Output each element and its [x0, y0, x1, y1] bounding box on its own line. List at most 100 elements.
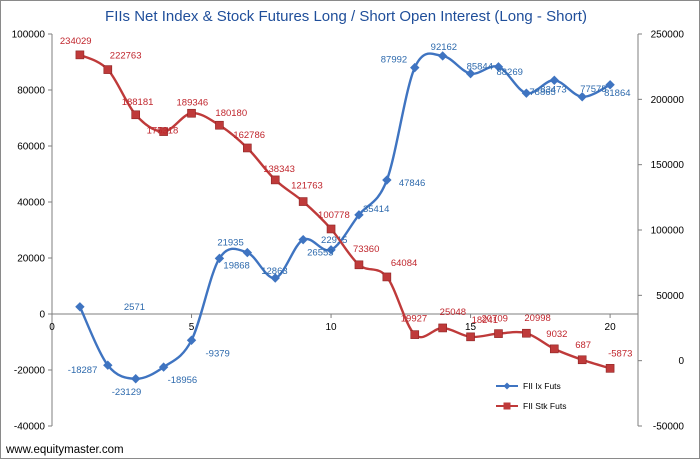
data-point-marker [494, 329, 503, 338]
data-point-marker [103, 65, 113, 74]
data-point-marker [326, 224, 336, 234]
data-label: -18956 [168, 375, 198, 386]
data-point-marker [354, 260, 364, 270]
data-point-marker [131, 110, 141, 120]
legend-swatch-marker [503, 382, 511, 390]
data-point-marker [493, 62, 504, 72]
chart-title: FIIs Net Index & Stock Futures Long / Sh… [105, 8, 587, 25]
data-point-marker [75, 50, 85, 60]
data-point-marker [214, 253, 225, 264]
data-point-marker [577, 92, 587, 102]
data-point-marker [437, 51, 448, 61]
data-label: 20709 [481, 314, 507, 325]
data-label: 83473 [540, 84, 566, 95]
data-label: 20998 [524, 313, 550, 324]
data-point-marker [438, 323, 447, 333]
right-tick-label: 250000 [651, 30, 685, 41]
data-point-marker [270, 175, 280, 185]
data-label: 64084 [391, 258, 417, 269]
data-point-marker [186, 335, 197, 345]
left-tick-label: -40000 [14, 422, 46, 433]
axes: 100000800006000040000200000-20000-400002… [12, 30, 685, 433]
data-point-marker [75, 302, 85, 312]
data-label: 12863 [261, 266, 287, 277]
right-tick-label: -50000 [653, 422, 685, 433]
data-label: 222763 [110, 51, 142, 62]
data-label: 22915 [321, 235, 347, 246]
data-point-marker [410, 62, 420, 73]
data-point-marker [159, 127, 168, 136]
legend-label: FII Stk Futs [523, 401, 566, 411]
data-label: 2571 [124, 302, 145, 313]
x-tick-label: 20 [605, 322, 617, 333]
data-point-marker [549, 75, 559, 85]
data-label: 77575 [580, 84, 606, 95]
left-tick-label: 100000 [12, 30, 46, 41]
data-label: 180180 [215, 108, 247, 119]
data-label: -18287 [68, 365, 98, 376]
data-point-marker [465, 68, 476, 79]
data-label: 47846 [399, 178, 425, 189]
data-label: 26553 [307, 248, 333, 259]
right-tick-label: 50000 [656, 291, 684, 302]
data-label: 85844 [467, 62, 493, 73]
left-tick-label: 60000 [17, 142, 45, 153]
data-point-marker [187, 108, 196, 118]
data-label: 19868 [223, 260, 249, 271]
data-label: 687 [575, 340, 591, 351]
data-point-marker [605, 364, 615, 373]
data-label: 35414 [363, 204, 389, 215]
data-label: 81864 [604, 88, 630, 99]
data-label: 92162 [431, 42, 457, 53]
data-label: 188181 [122, 97, 154, 108]
data-point-marker [410, 330, 420, 339]
data-label: 87992 [381, 55, 407, 66]
data-point-marker [354, 210, 364, 220]
data-label: 9032 [546, 329, 567, 340]
data-label: 73360 [353, 244, 379, 255]
x-tick-label: 0 [49, 322, 55, 333]
series-layer: 2571 -18287 -23129 -18956 -9379 19868 21935 128… [60, 36, 633, 398]
legend: FII Ix Futs FII Stk Futs [496, 381, 566, 411]
series-fii-ix-futs: 2571 -18287 -23129 -18956 -9379 19868 21935 128… [68, 42, 631, 398]
x-tick-label: 15 [465, 322, 477, 333]
right-tick-label: 150000 [651, 160, 685, 171]
data-point-marker [521, 88, 532, 98]
data-label: 88269 [496, 67, 522, 78]
data-label: 78865 [529, 87, 555, 98]
series-fii-stk-futs: 234029 222763 188181 175318 189346 180180 1627… [60, 36, 632, 373]
data-label: -9379 [206, 348, 230, 359]
data-point-marker [243, 143, 252, 153]
data-point-marker [577, 355, 587, 365]
legend-swatch-marker [503, 402, 511, 410]
x-tick-label: 10 [325, 322, 337, 333]
left-tick-label: 0 [39, 310, 45, 321]
x-tick-label: 5 [189, 322, 195, 333]
data-label: 162786 [233, 130, 265, 141]
data-point-marker [158, 362, 169, 372]
data-point-marker [242, 247, 253, 258]
data-label: 100778 [318, 210, 350, 221]
data-label: 138343 [263, 164, 295, 175]
data-point-marker [131, 374, 141, 384]
right-tick-label: 100000 [651, 226, 685, 237]
legend-label: FII Ix Futs [523, 381, 561, 391]
left-tick-label: 80000 [17, 86, 45, 97]
data-point-marker [605, 80, 615, 90]
footer-source: www.equitymaster.com [5, 444, 124, 456]
data-point-marker [522, 328, 531, 338]
data-label: 175318 [147, 126, 179, 137]
left-tick-label: 40000 [17, 198, 45, 209]
data-point-marker [298, 234, 308, 245]
data-label: -23129 [112, 387, 142, 398]
data-label: 18241 [472, 315, 498, 326]
data-point-marker [215, 120, 224, 130]
data-point-marker [103, 360, 113, 370]
data-point-marker [382, 175, 392, 185]
data-label: 21935 [217, 238, 243, 249]
data-label: 234029 [60, 36, 92, 47]
data-point-marker [270, 273, 280, 283]
data-label: 189346 [177, 97, 209, 108]
data-point-marker [298, 197, 308, 206]
data-label: -5873 [608, 348, 632, 359]
